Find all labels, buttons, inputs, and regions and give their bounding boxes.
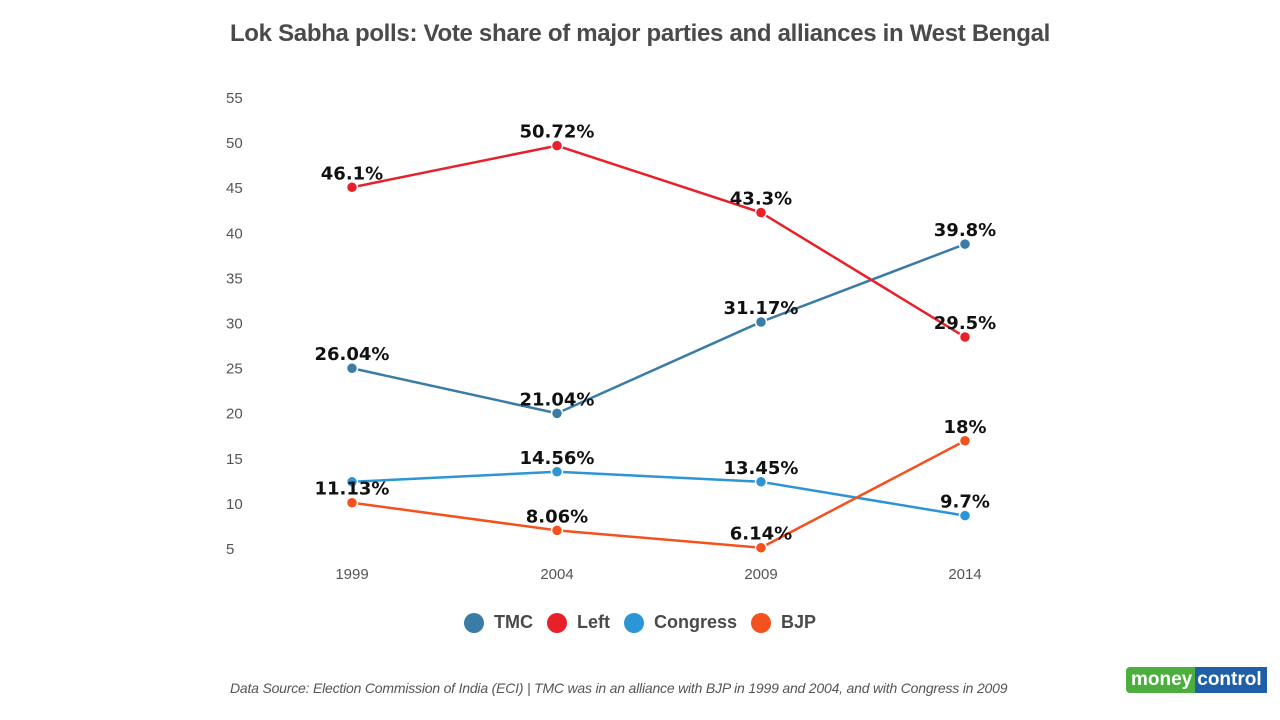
y-tick-label: 55 [226,90,243,107]
y-tick-label: 30 [226,316,243,333]
left-point [550,139,564,152]
tmc-point [754,315,768,329]
legend-label: Congress [653,612,737,632]
left-point [754,206,768,219]
tmc-point [958,237,972,251]
congress-point [754,475,768,489]
left-data-label: 43.3% [730,189,792,210]
legend-label: TMC [493,612,533,632]
chart-title: Lok Sabha polls: Vote share of major par… [229,20,1051,47]
y-tick-label: 45 [226,180,243,197]
legend-item-congress: Congress [623,612,737,633]
tmc-data-label: 39.8% [934,220,996,241]
tmc-point [345,361,359,375]
bjp-point [958,434,972,448]
tmc-data-label: 26.04% [315,344,390,365]
logo-part-control: control [1195,667,1267,693]
legend-label: BJP [781,612,817,632]
x-tick-label: 1999 [335,566,368,583]
bjp-data-label: 11.13% [315,479,390,500]
legend-item-bjp: BJP [751,612,816,633]
data-source-note: Data Source: Election Commission of Indi… [230,680,1008,696]
x-tick-label: 2009 [744,566,777,583]
left-data-label: 50.72% [520,122,595,143]
bjp-data-label: 6.14% [730,524,792,545]
y-tick-label: 15 [226,451,243,468]
x-tick-label: 2004 [540,566,573,583]
left-data-label: 29.5% [934,313,996,334]
legend-item-left: Left [546,612,610,633]
y-tick-label: 10 [226,496,243,513]
legend-swatch-icon [546,612,567,633]
y-tick-label: 25 [226,361,243,378]
congress-point [550,465,564,479]
tmc-data-label: 21.04% [520,389,595,410]
left-point [345,181,359,194]
y-tick-label: 35 [226,270,243,287]
logo-part-money: money [1126,667,1196,693]
legend-item-tmc: TMC [463,612,533,633]
y-tick-label: 50 [226,135,243,152]
y-tick-label: 5 [226,541,234,558]
tmc-series-line [351,242,966,415]
congress-data-label: 9.7% [940,492,990,513]
bjp-point [754,541,768,554]
legend-swatch-icon [751,612,771,633]
bjp-data-label: 8.06% [526,506,588,527]
y-tick-label: 20 [226,406,243,423]
x-tick-label: 2014 [948,566,981,583]
tmc-data-label: 31.17% [724,298,799,319]
bjp-data-label: 18% [943,417,986,438]
left-series-line [351,144,966,339]
congress-data-label: 14.56% [520,448,595,469]
legend-swatch-icon [623,612,644,633]
moneycontrol-logo: money control [1126,667,1267,693]
y-tick-label: 40 [226,225,243,242]
legend-swatch-icon [463,612,484,633]
congress-point [345,475,359,489]
left-point [958,330,972,344]
left-data-label: 46.1% [321,163,383,184]
congress-series-line [351,470,966,517]
legend-label: Left [576,612,610,632]
bjp-point [345,496,359,509]
bjp-point [550,524,564,537]
bjp-series-line [351,439,966,550]
congress-point [958,509,972,522]
congress-data-label: 13.45% [724,458,799,479]
line-chart: 55 50 45 40 35 30 25 20 15 10 5 1999 2004 2009 2014 26.… [226,90,996,583]
chart-legend: TMC Left Congress BJP [0,612,1280,633]
tmc-point [550,407,564,420]
